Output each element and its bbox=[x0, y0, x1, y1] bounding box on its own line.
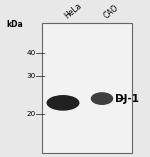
Text: 40: 40 bbox=[27, 50, 36, 56]
Ellipse shape bbox=[46, 95, 80, 111]
Text: CAO: CAO bbox=[102, 3, 120, 20]
Bar bbox=[42, 23, 132, 153]
Text: 30: 30 bbox=[27, 73, 36, 79]
Text: DJ-1: DJ-1 bbox=[116, 94, 140, 104]
Ellipse shape bbox=[91, 92, 113, 105]
Text: kDa: kDa bbox=[6, 20, 23, 29]
Text: 20: 20 bbox=[27, 111, 36, 117]
Text: HeLa: HeLa bbox=[63, 1, 84, 20]
